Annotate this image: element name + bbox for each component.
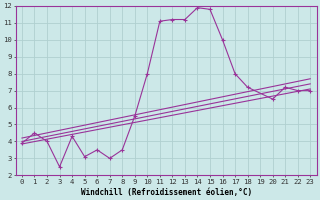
X-axis label: Windchill (Refroidissement éolien,°C): Windchill (Refroidissement éolien,°C) xyxy=(81,188,252,197)
